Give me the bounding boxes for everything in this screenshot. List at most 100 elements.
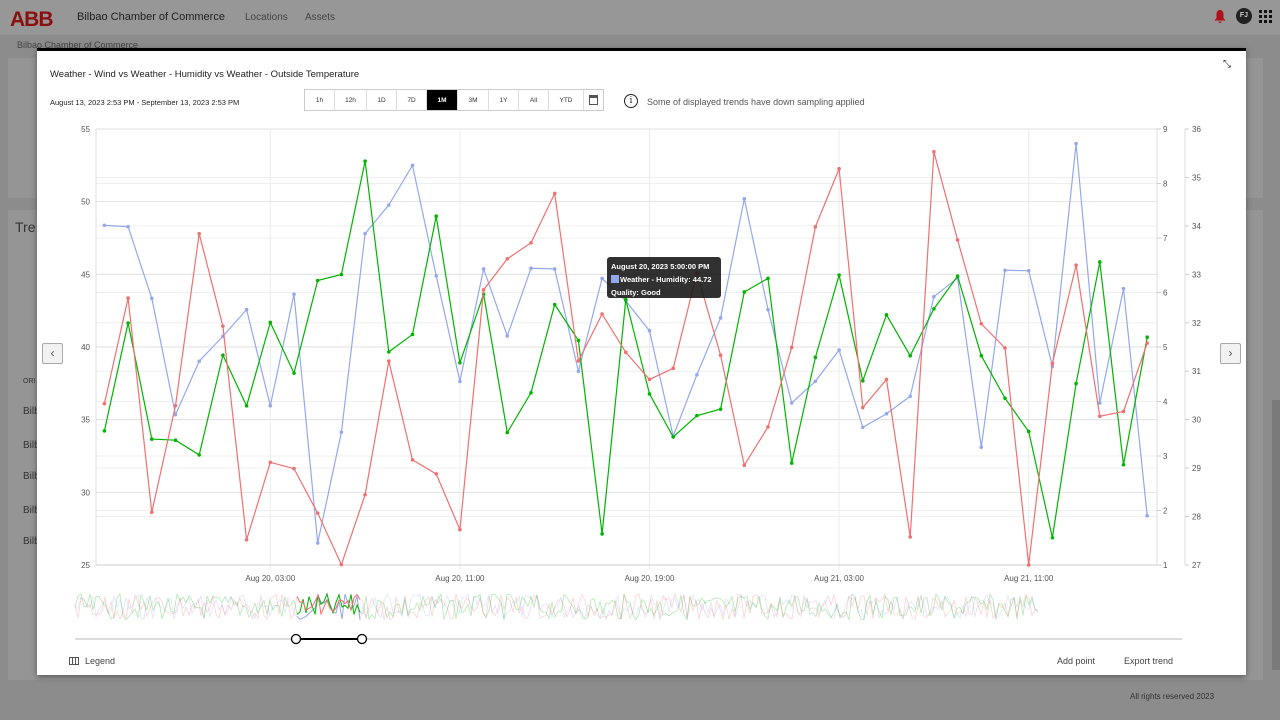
- data-point-weather-wind: [221, 353, 225, 357]
- data-point-weather-humidity: [505, 334, 510, 338]
- y-tick-label-left: 55: [81, 125, 90, 134]
- minimize-icon[interactable]: ⤡: [1223, 59, 1231, 70]
- data-point-weather-outside-temperature: [150, 510, 154, 514]
- data-point-weather-humidity: [126, 224, 130, 229]
- modal-title: Weather - Wind vs Weather - Humidity vs …: [50, 69, 360, 80]
- data-point-weather-wind: [1074, 381, 1078, 386]
- data-point-weather-wind: [1121, 462, 1126, 467]
- data-point-weather-wind: [1026, 429, 1031, 434]
- data-point-weather-humidity: [102, 223, 107, 228]
- data-point-weather-outside-temperature: [363, 492, 367, 497]
- nav-locations[interactable]: Locations: [245, 12, 288, 23]
- range-3m[interactable]: 3M: [458, 90, 489, 110]
- data-point-weather-humidity: [197, 359, 201, 364]
- range-1d[interactable]: 1D: [367, 90, 397, 110]
- data-point-weather-wind: [600, 532, 604, 536]
- data-point-weather-outside-temperature: [1003, 346, 1007, 350]
- breadcrumb[interactable]: Bilbao Chamber of Commerce: [17, 40, 139, 50]
- bell-icon[interactable]: [1213, 9, 1227, 24]
- data-point-weather-outside-temperature: [1050, 361, 1055, 366]
- data-point-weather-humidity: [979, 445, 984, 450]
- footer-text: All rights reserved 2023: [1130, 692, 1215, 701]
- trend-modal: Weather - Wind vs Weather - Humidity vs …: [37, 48, 1246, 675]
- data-point-weather-outside-temperature: [173, 403, 178, 408]
- table-row[interactable]: Bilb: [23, 406, 40, 417]
- data-point-weather-humidity: [1098, 401, 1102, 405]
- export-trend-button[interactable]: Export trend: [1124, 656, 1174, 666]
- range-all[interactable]: All: [519, 90, 549, 110]
- data-point-weather-humidity: [789, 401, 794, 405]
- data-point-weather-wind: [671, 435, 675, 439]
- next-period-button[interactable]: ›: [1220, 343, 1241, 364]
- info-icon: i: [624, 94, 638, 108]
- data-point-weather-outside-temperature: [1145, 341, 1149, 345]
- range-1y[interactable]: 1Y: [489, 90, 519, 110]
- avatar[interactable]: FJ: [1236, 8, 1252, 24]
- series-line-weather-outside-temperature: [103, 151, 1148, 567]
- range-1h[interactable]: 1h: [305, 90, 335, 110]
- data-point-weather-wind: [458, 361, 462, 365]
- data-point-weather-humidity: [861, 425, 865, 430]
- data-point-weather-outside-temperature: [979, 321, 984, 326]
- data-point-weather-outside-temperature: [718, 353, 723, 358]
- trend-chart[interactable]: Aug 20, 03:00 Aug 20, 11:00 Aug 20, 19:00 A…: [37, 51, 1246, 678]
- navigator-series-selected: [296, 593, 361, 616]
- data-point-weather-outside-temperature: [932, 149, 936, 154]
- nav-assets[interactable]: Assets: [305, 12, 336, 23]
- data-point-weather-wind: [268, 320, 273, 325]
- data-point-weather-outside-temperature: [126, 296, 130, 300]
- data-point-weather-wind: [552, 302, 557, 307]
- add-point-button[interactable]: Add point: [1057, 656, 1096, 666]
- data-point-weather-humidity: [292, 292, 296, 297]
- range-7d[interactable]: 7D: [397, 90, 427, 110]
- data-point-weather-wind: [624, 297, 628, 302]
- data-point-weather-outside-temperature: [884, 377, 889, 382]
- navigator-handle[interactable]: [356, 633, 368, 645]
- app-grid-icon[interactable]: [1259, 10, 1273, 24]
- app-title[interactable]: Bilbao Chamber of Commerce: [77, 11, 225, 23]
- data-point-weather-outside-temperature: [789, 345, 794, 350]
- table-row[interactable]: Bilb: [23, 536, 40, 547]
- data-point-weather-wind: [244, 404, 249, 408]
- table-row[interactable]: Bilb: [23, 471, 40, 482]
- data-point-weather-outside-temperature: [197, 231, 201, 236]
- navigator-handle[interactable]: [290, 633, 302, 645]
- data-point-weather-outside-temperature: [861, 405, 865, 410]
- range-12h[interactable]: 12h: [335, 90, 367, 110]
- data-point-weather-humidity: [244, 307, 249, 312]
- range-ytd[interactable]: YTD: [549, 90, 584, 110]
- legend-button[interactable]: Legend: [69, 656, 115, 666]
- abb-logo[interactable]: ABB: [10, 8, 53, 31]
- navigator-series: [74, 592, 1039, 622]
- navigator-series: [74, 592, 1039, 621]
- data-point-weather-humidity: [837, 348, 841, 352]
- calendar-icon[interactable]: [584, 90, 603, 110]
- data-point-weather-outside-temperature: [268, 460, 273, 465]
- data-point-weather-outside-temperature: [552, 191, 557, 196]
- y-tick-label-right2: 29: [1192, 464, 1201, 473]
- range-1m[interactable]: 1M: [427, 90, 458, 110]
- data-point-weather-humidity: [718, 316, 723, 320]
- page-scrollbar[interactable]: [1272, 400, 1280, 670]
- data-point-weather-humidity: [695, 372, 699, 377]
- data-point-weather-humidity: [529, 266, 533, 271]
- series-line-weather-humidity: [104, 143, 1148, 544]
- range-selector: 1h 12h 1D 7D 1M 3M 1Y All YTD: [304, 89, 604, 111]
- data-point-weather-humidity: [766, 307, 770, 312]
- data-point-weather-outside-temperature: [766, 425, 770, 429]
- data-point-weather-humidity: [647, 328, 652, 333]
- data-point-weather-wind: [1145, 335, 1149, 339]
- table-row[interactable]: Bilb: [23, 440, 40, 451]
- previous-period-button[interactable]: ‹: [42, 343, 63, 364]
- data-point-weather-humidity: [908, 394, 912, 399]
- y-tick-label-right: 7: [1163, 234, 1168, 243]
- x-tick-label: Aug 20, 19:00: [625, 574, 675, 583]
- navigator-series-selected: [296, 592, 361, 616]
- tooltip-time: August 20, 2023 5:00:00 PM: [611, 262, 710, 271]
- data-point-weather-outside-temperature: [837, 166, 841, 171]
- y-tick-label-left: 35: [81, 416, 90, 425]
- table-row[interactable]: Bilb: [23, 505, 40, 516]
- data-point-weather-outside-temperature: [647, 377, 652, 382]
- y-tick-label-right: 3: [1163, 452, 1168, 461]
- y-tick-label-right: 4: [1163, 398, 1168, 407]
